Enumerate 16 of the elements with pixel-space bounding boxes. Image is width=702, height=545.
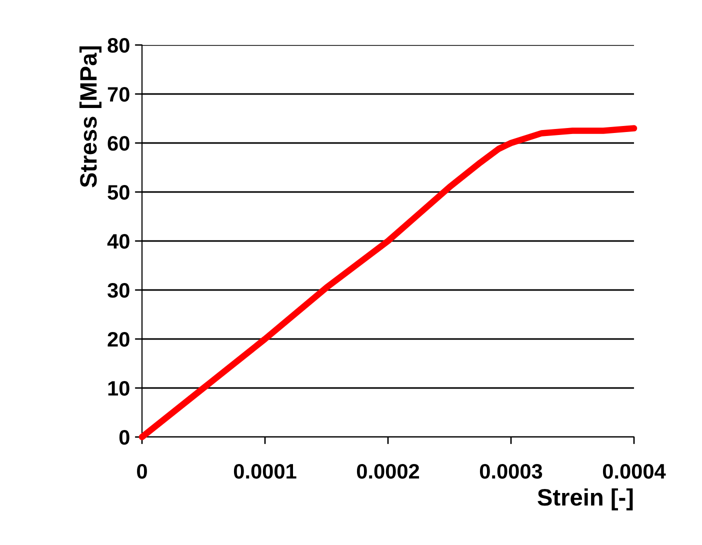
y-tick-label: 0: [119, 430, 130, 445]
x-tick-label: 0.0001: [234, 464, 296, 479]
y-tick-label: 30: [108, 283, 130, 298]
x-tick-label: 0.0002: [356, 464, 420, 479]
y-tick-label: 80: [108, 38, 130, 53]
y-tick-label: 40: [107, 234, 130, 249]
y-axis-title: Stress [MPa]: [79, 46, 102, 188]
x-tick-label: 0.0003: [480, 464, 542, 479]
y-tick-label: 10: [108, 381, 130, 396]
x-axis-title: Strein [-]: [538, 488, 633, 510]
x-tick-label: 0: [137, 464, 147, 479]
y-tick-label: 50: [108, 185, 130, 200]
y-tick-label: 20: [108, 332, 130, 347]
x-tick-label: 0.0004: [602, 464, 666, 479]
y-tick-label: 70: [108, 87, 130, 102]
y-tick-label: 60: [108, 136, 130, 151]
